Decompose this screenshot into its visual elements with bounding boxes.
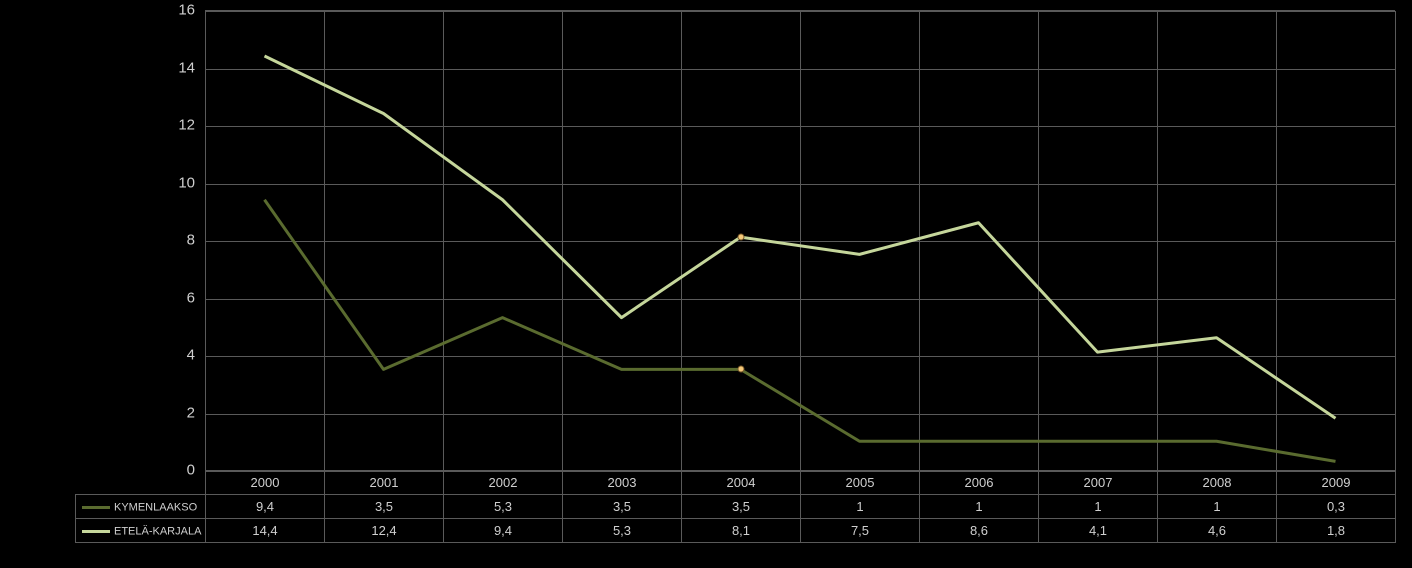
legend-cell: KYMENLAAKSO	[76, 495, 206, 519]
highlight-marker	[737, 366, 744, 373]
series-line-0	[265, 200, 1336, 462]
category-header: 2007	[1039, 471, 1158, 495]
data-cell: 1,8	[1277, 519, 1396, 543]
category-header: 2003	[563, 471, 682, 495]
data-cell: 1	[1158, 495, 1277, 519]
table-header-row: 2000200120022003200420052006200720082009	[76, 471, 1396, 495]
category-header: 2000	[206, 471, 325, 495]
ytick-label: 14	[155, 59, 195, 76]
data-cell: 5,3	[444, 495, 563, 519]
legend-cell: ETELÄ-KARJALA	[76, 519, 206, 543]
legend-swatch	[82, 530, 110, 533]
data-cell: 5,3	[563, 519, 682, 543]
legend-label: KYMENLAAKSO	[114, 502, 197, 514]
category-header: 2005	[801, 471, 920, 495]
data-cell: 3,5	[563, 495, 682, 519]
ytick-label: 16	[155, 2, 195, 19]
data-cell: 1	[1039, 495, 1158, 519]
data-cell: 9,4	[206, 495, 325, 519]
category-header: 2008	[1158, 471, 1277, 495]
category-header: 2002	[444, 471, 563, 495]
ytick-label: 2	[155, 404, 195, 421]
data-cell: 0,3	[1277, 495, 1396, 519]
highlight-marker	[737, 234, 744, 241]
data-cell: 8,1	[682, 519, 801, 543]
ytick-label: 4	[155, 347, 195, 364]
data-cell: 8,6	[920, 519, 1039, 543]
ytick-label: 8	[155, 232, 195, 249]
data-cell: 7,5	[801, 519, 920, 543]
category-header: 2009	[1277, 471, 1396, 495]
ytick-label: 12	[155, 117, 195, 134]
legend-label: ETELÄ-KARJALA	[114, 526, 201, 538]
category-header: 2006	[920, 471, 1039, 495]
category-header: 2004	[682, 471, 801, 495]
ytick-label: 6	[155, 289, 195, 306]
category-header: 2001	[325, 471, 444, 495]
legend-swatch	[82, 506, 110, 509]
ytick-label: 10	[155, 174, 195, 191]
ytick-label: 0	[155, 462, 195, 479]
table-row: KYMENLAAKSO9,43,55,33,53,511110,3	[76, 495, 1396, 519]
data-cell: 12,4	[325, 519, 444, 543]
data-cell: 14,4	[206, 519, 325, 543]
data-cell: 4,1	[1039, 519, 1158, 543]
data-cell: 1	[801, 495, 920, 519]
table-row: ETELÄ-KARJALA 14,412,49,45,38,17,58,64,14…	[76, 519, 1396, 543]
line-chart: 2000200120022003200420052006200720082009…	[0, 0, 1412, 568]
data-cell: 9,4	[444, 519, 563, 543]
data-cell: 3,5	[325, 495, 444, 519]
data-cell: 4,6	[1158, 519, 1277, 543]
series-line-1	[265, 56, 1336, 418]
data-table: 2000200120022003200420052006200720082009…	[75, 470, 1396, 543]
data-cell: 1	[920, 495, 1039, 519]
data-cell: 3,5	[682, 495, 801, 519]
